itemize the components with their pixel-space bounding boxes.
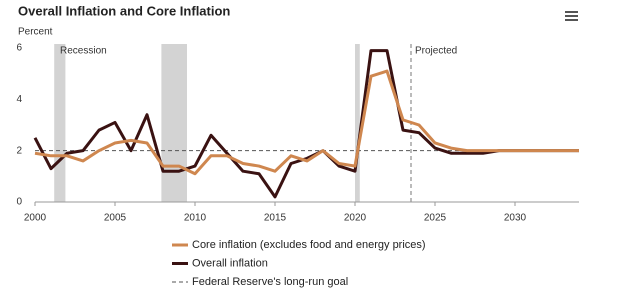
legend-label: Core inflation (excludes food and energy… (192, 239, 426, 251)
y-axis-label: Percent (18, 27, 53, 38)
recession-label: Recession (60, 46, 107, 57)
y-tick-label: 0 (16, 197, 22, 208)
recession-band (355, 44, 360, 202)
x-tick-label: 2030 (504, 213, 527, 224)
x-tick-label: 2015 (264, 213, 287, 224)
x-tick-label: 2000 (24, 213, 47, 224)
series-line (33, 49, 579, 199)
recession-band (54, 44, 66, 202)
recession-band (161, 44, 187, 202)
menu-bar (565, 19, 578, 21)
projected-label: Projected (415, 46, 457, 57)
legend-label: Overall inflation (192, 257, 268, 269)
menu-bar (565, 11, 578, 13)
chart-title: Overall Inflation and Core Inflation (18, 3, 230, 18)
series-line (34, 69, 579, 176)
x-tick-label: 2025 (424, 213, 447, 224)
y-tick-label: 2 (16, 145, 22, 156)
y-tick-label: 6 (16, 43, 22, 54)
legend-label: Federal Reserve's long-run goal (192, 276, 348, 288)
menu-bar (565, 15, 578, 17)
x-tick-label: 2010 (184, 213, 207, 224)
x-tick-label: 2020 (344, 213, 367, 224)
menu-icon[interactable] (565, 11, 578, 21)
x-tick-label: 2005 (104, 213, 127, 224)
y-tick-label: 4 (16, 94, 22, 105)
